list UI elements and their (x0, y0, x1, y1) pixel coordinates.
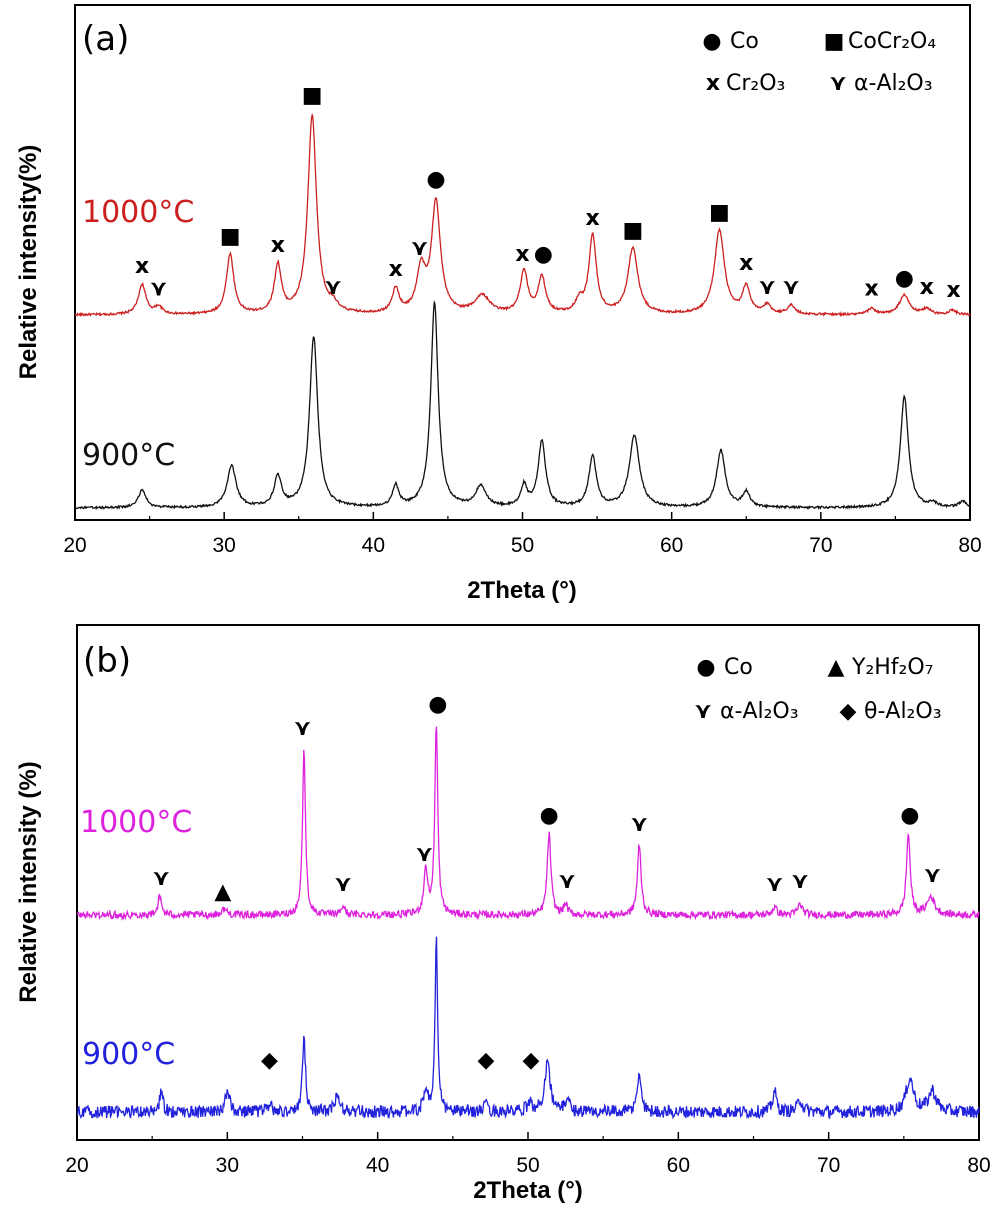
peak-marker: ● (895, 266, 914, 291)
legend-a-alpha-al2o3-label: α-Al₂O₃ (854, 71, 933, 96)
peak-marker: x (271, 233, 285, 258)
peak-marker: x (135, 254, 149, 279)
panel-a: (a) 20 30 40 50 60 70 80 2Theta (°) Relative i… (15, 4, 982, 604)
panel-b-markers: ⋎ ▲ ⋎ ⋎ ● ⋎ ● ⋎ ⋎ ⋎ ⋎ ● ⋎ ◆ ◆ ◆ (152, 692, 941, 1073)
peak-marker: x (586, 206, 600, 231)
legend-a-cocr2o4-label: CoCr₂O₄ (848, 29, 936, 54)
legend-b-theta-al2o3-symbol: ◆ (840, 699, 857, 724)
peak-marker: ⋎ (411, 236, 429, 261)
legend-a-cocr2o4-symbol: ■ (824, 29, 845, 54)
panel-a-markers: x⋎■ x■⋎x⋎●x ●x ■■x⋎ ⋎ x ● x x (135, 83, 961, 303)
trace-900c (76, 936, 980, 1120)
panel-b-series-900-label: 900°C (82, 1037, 175, 1072)
peak-marker: ⋎ (324, 275, 342, 300)
panel-a-traces (74, 112, 971, 511)
peak-marker: ● (426, 167, 445, 192)
xtick-label-50: 50 (511, 534, 534, 557)
peak-marker: ⋎ (758, 275, 776, 300)
panel-b-ylabel: Relative intensity (%) (15, 761, 42, 1002)
xtick-label-30: 30 (212, 534, 235, 557)
xtick-label-20: 20 (65, 1154, 88, 1177)
panel-a-xlabel: 2Theta (°) (467, 577, 577, 604)
xtick-label-60: 60 (660, 534, 683, 557)
panel-a-xticks: 20 30 40 50 60 70 80 (63, 512, 982, 557)
panel-b-legend: ● Co ▲ Y₂Hf₂O₇ ⋎ α-Al₂O₃ ◆ θ-Al₂O₃ (694, 655, 941, 724)
peak-marker: x (739, 251, 753, 276)
panel-b-label: (b) (83, 641, 131, 681)
legend-b-alpha-al2o3-label: α-Al₂O₃ (720, 699, 799, 724)
peak-marker: ■ (220, 224, 241, 249)
peak-marker: ■ (709, 200, 730, 225)
legend-b-co-label: Co (724, 655, 753, 680)
legend-a-alpha-al2o3-symbol: ⋎ (829, 71, 847, 96)
peak-marker: ● (900, 803, 919, 828)
legend-a-co-label: Co (730, 29, 759, 54)
panel-b-xlabel: 2Theta (°) (473, 1177, 583, 1204)
peak-marker: ◆ (261, 1048, 278, 1073)
peak-marker: ◆ (477, 1048, 494, 1073)
xtick-label-30: 30 (216, 1154, 239, 1177)
legend-b-theta-al2o3-label: θ-Al₂O₃ (864, 699, 942, 724)
xtick-label-80: 80 (958, 534, 981, 557)
xtick-label-50: 50 (516, 1154, 539, 1177)
peak-marker: ⋎ (294, 716, 312, 741)
panel-a-series-900-label: 900°C (82, 438, 175, 473)
peak-marker: ⋎ (630, 812, 648, 837)
xtick-label-80: 80 (967, 1154, 990, 1177)
peak-marker: ⋎ (766, 872, 784, 897)
trace-1000c (76, 726, 980, 921)
peak-marker: x (864, 277, 878, 302)
peak-marker: ⋎ (791, 869, 809, 894)
xtick-label-40: 40 (362, 534, 385, 557)
peak-marker: ■ (622, 218, 643, 243)
peak-marker: ⋎ (923, 863, 941, 888)
trace-1000c (74, 112, 971, 318)
peak-marker: ⋎ (334, 872, 352, 897)
legend-a-cr2o3-label: Cr₂O₃ (726, 71, 785, 96)
peak-marker: ● (534, 242, 553, 267)
legend-b-alpha-al2o3-symbol: ⋎ (694, 699, 712, 724)
legend-b-co-symbol: ● (696, 655, 715, 680)
xtick-label-60: 60 (667, 1154, 690, 1177)
peak-marker: ● (428, 692, 447, 717)
peak-marker: x (389, 257, 403, 282)
panel-b-xticks: 20 30 40 50 60 70 80 (65, 1132, 991, 1177)
peak-marker: ⋎ (558, 869, 576, 894)
peak-marker: ⋎ (415, 842, 433, 867)
peak-marker: x (515, 242, 529, 267)
peak-marker: x (920, 275, 934, 300)
peak-marker: x (946, 278, 960, 303)
panel-b-series-1000-label: 1000°C (80, 805, 192, 840)
peak-marker: ● (539, 803, 558, 828)
panel-b: (b) 20 30 40 50 60 70 80 2Theta (°) Relative i… (15, 624, 991, 1204)
panel-a-series-1000-label: 1000°C (82, 195, 194, 230)
panel-a-label: (a) (82, 19, 129, 59)
legend-a-cr2o3-symbol: x (706, 71, 720, 96)
peak-marker: ◆ (523, 1048, 540, 1073)
xtick-label-70: 70 (817, 1154, 840, 1177)
panel-b-traces (76, 726, 980, 1120)
panel-a-ylabel: Relative intensity(%) (15, 145, 42, 380)
peak-marker: ▲ (214, 880, 231, 905)
xtick-label-20: 20 (63, 534, 86, 557)
trace-900c (74, 299, 971, 511)
peak-marker: ⋎ (782, 275, 800, 300)
legend-b-y2hf2o7-symbol: ▲ (828, 655, 845, 680)
peak-marker: ⋎ (152, 866, 170, 891)
xtick-label-40: 40 (366, 1154, 389, 1177)
legend-b-y2hf2o7-label: Y₂Hf₂O₇ (851, 655, 934, 680)
peak-marker: ■ (302, 83, 323, 108)
peak-marker: ⋎ (150, 277, 168, 302)
xtick-label-70: 70 (809, 534, 832, 557)
panel-a-legend: ● Co ■ CoCr₂O₄ x Cr₂O₃ ⋎ α-Al₂O₃ (702, 29, 936, 96)
legend-a-co-symbol: ● (702, 29, 721, 54)
